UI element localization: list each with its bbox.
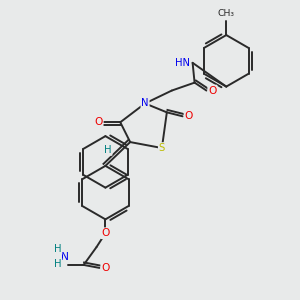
Text: H: H (104, 145, 112, 155)
Text: H: H (54, 259, 62, 269)
Text: O: O (101, 228, 110, 238)
Text: S: S (159, 143, 165, 153)
Text: N: N (141, 98, 149, 108)
Text: HN: HN (175, 58, 190, 68)
Text: CH₃: CH₃ (218, 9, 235, 18)
Text: O: O (94, 117, 103, 127)
Text: N: N (61, 252, 69, 262)
Text: O: O (208, 85, 217, 96)
Text: O: O (184, 111, 193, 121)
Text: O: O (101, 263, 110, 273)
Text: H: H (54, 244, 62, 254)
